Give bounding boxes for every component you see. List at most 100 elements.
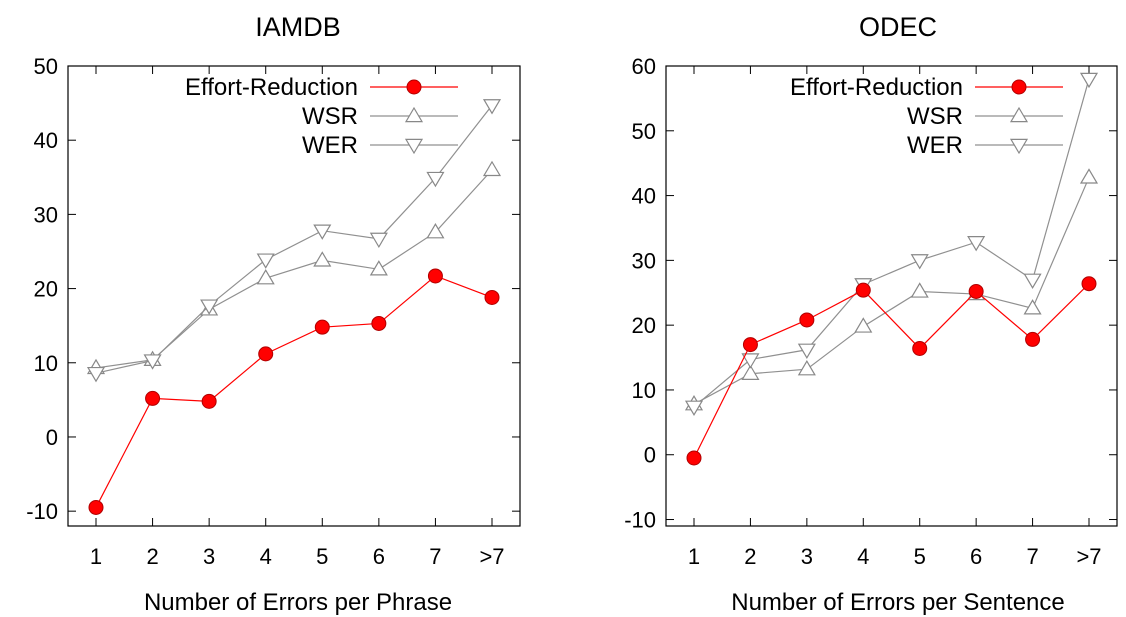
chart-iamdb: IAMDB -10 0 10 20 30 40 50 1 2 3 4 5 6 7 >7 Number of Er… [26, 12, 521, 616]
data-point-wsr [854, 317, 873, 333]
data-point-wer [426, 171, 445, 188]
x-tick-label: 6 [970, 544, 982, 569]
data-point-wer [741, 353, 760, 369]
x-tick-label: 7 [1026, 544, 1038, 569]
legend-label: WSR [302, 103, 358, 130]
data-point-wer [967, 236, 986, 252]
data-point-wsr [741, 364, 760, 380]
chart-odec: ODEC -10 0 10 20 30 40 50 60 1 2 3 4 5 6 7 >7 Number of E… [624, 12, 1118, 616]
data-point-wer [482, 99, 502, 115]
legend-marker [406, 79, 422, 95]
data-point-effort-reduction [799, 312, 815, 328]
data-point-wsr [369, 260, 388, 276]
legend-marker [1009, 138, 1029, 155]
data-point-wer [86, 366, 106, 383]
data-point-effort-reduction [855, 282, 871, 298]
data-point-effort-reduction [742, 337, 758, 353]
data-point-wsr [256, 269, 275, 285]
chart-title: ODEC [859, 12, 937, 42]
data-point-wsr [482, 160, 502, 177]
x-tick-label: 3 [203, 544, 215, 569]
data-point-wer [313, 224, 332, 240]
data-point-effort-reduction [686, 450, 702, 466]
legend-marker [1011, 79, 1027, 95]
data-point-wer [1079, 72, 1099, 89]
data-point-wsr [426, 223, 445, 239]
y-tick-label: -10 [26, 499, 58, 524]
x-axis-label: Number of Errors per Sentence [731, 589, 1064, 616]
data-point-wer [369, 232, 388, 249]
x-tick-label: 1 [90, 544, 102, 569]
y-tick-label: 20 [34, 277, 58, 302]
data-point-effort-reduction [1081, 276, 1097, 292]
legend-marker [404, 138, 424, 155]
x-tick-label: 2 [146, 544, 158, 569]
data-point-effort-reduction [427, 268, 443, 284]
y-tick-label: 20 [632, 313, 656, 338]
data-point-wer [256, 253, 275, 269]
legend-label: WER [302, 132, 358, 159]
y-tick-label: 10 [632, 378, 656, 403]
y-tick-label: 50 [34, 54, 58, 79]
y-tick-label: 30 [632, 248, 656, 273]
data-point-wer [910, 254, 929, 270]
data-point-wsr [1023, 299, 1042, 315]
y-tick-label: 50 [632, 119, 656, 144]
data-point-wer [797, 343, 816, 359]
x-tick-label: 1 [688, 544, 700, 569]
data-point-effort-reduction [258, 346, 274, 362]
data-point-effort-reduction [88, 499, 104, 515]
x-tick-label: >7 [479, 544, 504, 569]
plot-frame [67, 65, 521, 527]
y-tick-label: 60 [632, 54, 656, 79]
chart-title: IAMDB [255, 12, 341, 42]
x-tick-label: 5 [914, 544, 926, 569]
data-point-wer [684, 400, 704, 416]
legend-label: Effort-Reduction [185, 74, 358, 101]
x-tick-label: 5 [316, 544, 328, 569]
legend-label: WER [907, 132, 963, 159]
x-tick-label: 4 [857, 544, 869, 569]
data-point-effort-reduction [314, 319, 330, 335]
data-point-wsr [797, 360, 816, 376]
series-line-effort-reduction [693, 283, 1090, 459]
data-point-effort-reduction [968, 283, 984, 299]
data-point-effort-reduction [201, 393, 217, 409]
series-line-wsr [693, 177, 1090, 405]
data-point-effort-reduction [912, 340, 928, 356]
plot-frame [665, 65, 1118, 527]
y-tick-label: 40 [34, 128, 58, 153]
x-tick-label: 6 [373, 544, 385, 569]
series-line-effort-reduction [95, 275, 493, 508]
series-line-wer [693, 78, 1090, 408]
series-line-wer [95, 104, 493, 374]
y-tick-label: 30 [34, 202, 58, 227]
x-tick-label: 7 [429, 544, 441, 569]
y-tick-label: 10 [34, 351, 58, 376]
y-tick-label: 0 [46, 425, 58, 450]
x-tick-label: >7 [1076, 544, 1101, 569]
x-tick-label: 4 [260, 544, 272, 569]
y-tick-label: -10 [624, 508, 656, 533]
data-point-wsr [313, 251, 332, 267]
legend-label: WSR [907, 103, 963, 130]
data-point-effort-reduction [371, 315, 387, 331]
data-point-wsr [1079, 168, 1099, 184]
x-axis-label: Number of Errors per Phrase [144, 589, 452, 616]
data-point-effort-reduction [1025, 331, 1041, 347]
legend-marker [404, 106, 424, 123]
legend-label: Effort-Reduction [790, 74, 963, 101]
y-tick-label: 0 [644, 443, 656, 468]
data-point-wer [1023, 273, 1042, 289]
x-tick-label: 2 [744, 544, 756, 569]
series-line-wsr [95, 169, 493, 369]
y-tick-label: 40 [632, 184, 656, 209]
data-point-effort-reduction [484, 289, 500, 305]
data-point-wer [200, 299, 219, 315]
legend-marker [1009, 106, 1029, 123]
data-point-effort-reduction [145, 390, 161, 406]
data-point-wsr [910, 282, 929, 298]
x-tick-label: 3 [801, 544, 813, 569]
